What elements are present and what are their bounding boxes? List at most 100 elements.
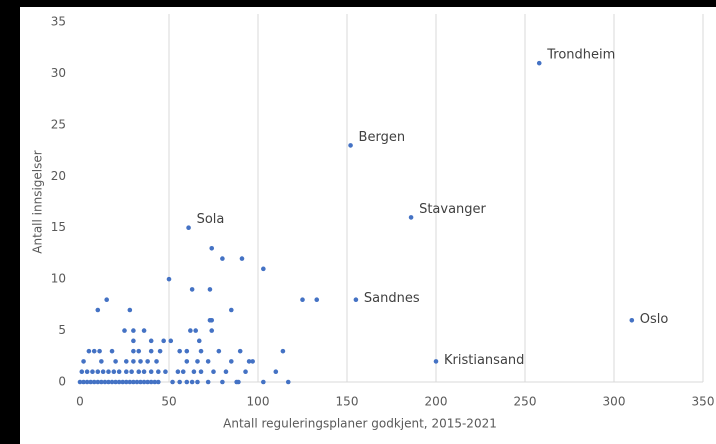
point	[246, 359, 252, 364]
point	[209, 245, 215, 251]
point	[123, 379, 129, 385]
point	[198, 348, 204, 354]
point	[84, 369, 90, 375]
point	[88, 379, 93, 385]
point	[236, 379, 241, 385]
point-label: Stavanger	[419, 202, 486, 217]
point-label: Kristiansand	[444, 353, 524, 368]
point	[100, 369, 106, 375]
point	[239, 256, 245, 261]
y-tick-label: 10	[51, 272, 66, 286]
point	[184, 348, 190, 354]
point	[186, 225, 191, 231]
point	[154, 359, 159, 364]
point	[229, 359, 234, 364]
y-tick-label: 35	[51, 15, 66, 29]
x-tick-label: 250	[514, 395, 537, 409]
point	[141, 369, 147, 375]
point	[157, 348, 163, 354]
point	[90, 369, 95, 375]
point	[177, 379, 182, 385]
point	[184, 379, 190, 385]
point	[261, 379, 266, 385]
point	[220, 256, 225, 261]
x-tick-label: 350	[692, 395, 715, 409]
point	[136, 348, 142, 354]
point	[131, 338, 136, 344]
x-tick-label: 50	[161, 395, 176, 409]
point	[177, 348, 182, 354]
point	[141, 379, 147, 385]
point	[188, 328, 193, 333]
point	[148, 379, 154, 385]
point	[195, 379, 200, 385]
point	[220, 379, 225, 385]
point	[109, 348, 115, 354]
point	[145, 359, 150, 364]
point	[196, 338, 202, 344]
point	[205, 379, 211, 385]
x-tick-label: 300	[603, 395, 626, 409]
point	[180, 369, 186, 375]
point	[273, 369, 279, 375]
point	[138, 379, 143, 385]
point	[433, 359, 439, 364]
point-label: Trondheim	[546, 48, 615, 63]
point	[175, 369, 181, 375]
point	[95, 369, 101, 375]
point	[300, 297, 305, 303]
point	[209, 328, 215, 333]
point	[184, 359, 190, 364]
point	[123, 369, 129, 375]
point	[95, 307, 101, 313]
point	[84, 379, 90, 385]
point	[148, 369, 154, 375]
point	[97, 348, 102, 354]
point-label: Bergen	[359, 130, 406, 145]
y-tick-label: 15	[51, 220, 66, 234]
point-label: Sandnes	[364, 291, 420, 306]
point	[131, 328, 136, 333]
point	[134, 379, 140, 385]
point	[109, 379, 115, 385]
point	[120, 379, 126, 385]
point	[141, 328, 147, 333]
point	[106, 369, 111, 375]
point	[99, 359, 104, 364]
point	[81, 359, 86, 364]
point	[79, 369, 85, 375]
point	[152, 379, 158, 385]
y-tick-label: 25	[51, 117, 66, 131]
point	[261, 266, 266, 272]
point	[191, 369, 197, 375]
y-axis-title: Antall innsigelser	[31, 150, 45, 253]
point	[211, 369, 216, 375]
point	[91, 379, 97, 385]
point	[195, 359, 200, 364]
point	[122, 328, 127, 333]
point	[136, 369, 142, 375]
point	[145, 379, 150, 385]
point	[77, 379, 83, 385]
point	[163, 369, 168, 375]
point	[127, 307, 133, 313]
point-label: Sola	[197, 212, 225, 227]
point	[243, 369, 248, 375]
point	[111, 369, 117, 375]
x-tick-label: 0	[76, 395, 84, 409]
point	[229, 307, 234, 313]
point	[168, 338, 174, 344]
point	[166, 276, 172, 282]
point	[189, 379, 195, 385]
point	[408, 215, 414, 220]
point	[138, 359, 143, 364]
point	[216, 348, 222, 354]
point	[205, 359, 211, 364]
point	[207, 287, 213, 292]
y-tick-label: 0	[58, 375, 66, 389]
point	[116, 379, 122, 385]
point	[127, 379, 133, 385]
point	[99, 379, 104, 385]
point	[123, 359, 129, 364]
